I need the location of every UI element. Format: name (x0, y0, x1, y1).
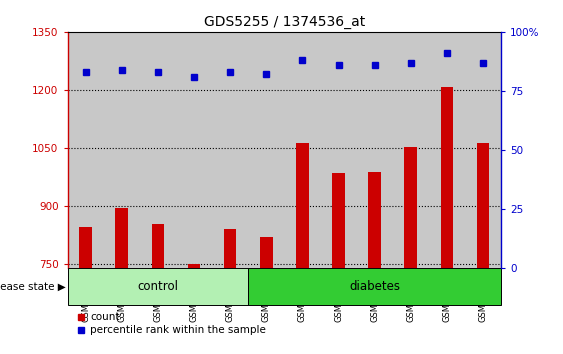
Bar (393, 32, 429, 268)
Bar (320, 32, 356, 268)
Bar (332, 173, 345, 354)
Bar (151, 224, 164, 354)
Bar (429, 32, 465, 268)
Bar (68, 32, 104, 268)
Bar (187, 263, 200, 354)
Bar (260, 237, 272, 354)
Text: control: control (137, 280, 178, 293)
Bar (248, 32, 284, 268)
Bar (68, 268, 248, 305)
Bar (176, 32, 212, 268)
Bar (115, 208, 128, 354)
Bar (104, 32, 140, 268)
Bar (224, 229, 236, 354)
Text: disease state ▶: disease state ▶ (0, 281, 66, 292)
Bar (248, 268, 501, 305)
Bar (441, 87, 453, 354)
Bar (296, 143, 309, 354)
Bar (284, 32, 320, 268)
Bar (212, 32, 248, 268)
Legend: count, percentile rank within the sample: count, percentile rank within the sample (73, 308, 270, 339)
Title: GDS5255 / 1374536_at: GDS5255 / 1374536_at (204, 16, 365, 29)
Bar (79, 228, 92, 354)
Bar (465, 32, 501, 268)
Bar (368, 172, 381, 354)
Bar (356, 32, 393, 268)
Text: diabetes: diabetes (349, 280, 400, 293)
Bar (404, 147, 417, 354)
Bar (140, 32, 176, 268)
Bar (477, 143, 489, 354)
